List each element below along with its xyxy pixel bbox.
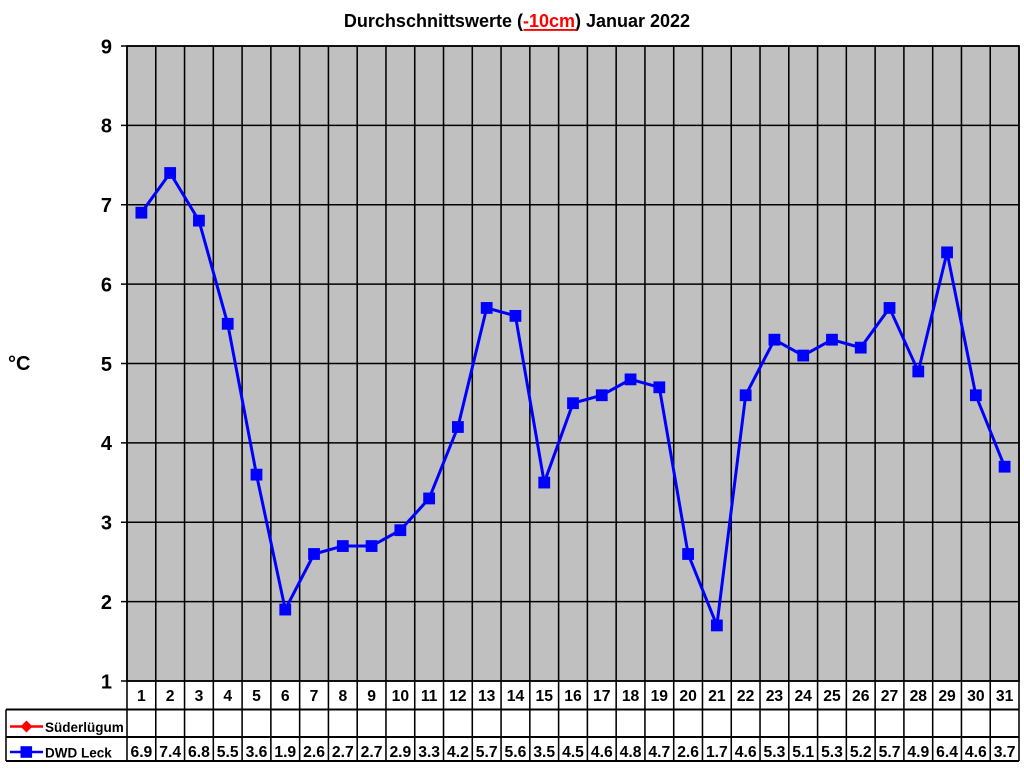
svg-text:5.5: 5.5 (217, 744, 239, 761)
svg-text:25: 25 (823, 688, 841, 705)
svg-text:15: 15 (536, 688, 554, 705)
svg-text:5.3: 5.3 (764, 744, 786, 761)
svg-text:2.6: 2.6 (303, 744, 325, 761)
svg-text:4.8: 4.8 (620, 744, 642, 761)
svg-text:4: 4 (223, 688, 232, 705)
svg-text:22: 22 (737, 688, 755, 705)
svg-text:4.6: 4.6 (591, 744, 613, 761)
svg-text:27: 27 (881, 688, 899, 705)
svg-text:2.6: 2.6 (677, 744, 699, 761)
svg-text:9: 9 (367, 688, 376, 705)
svg-text:7: 7 (310, 688, 319, 705)
svg-text:13: 13 (478, 688, 496, 705)
svg-text:3.5: 3.5 (533, 744, 555, 761)
svg-text:3.3: 3.3 (418, 744, 440, 761)
svg-text:2: 2 (166, 688, 175, 705)
svg-text:4.7: 4.7 (648, 744, 670, 761)
svg-text:5: 5 (252, 688, 261, 705)
svg-text:24: 24 (794, 688, 812, 705)
svg-text:6.9: 6.9 (130, 744, 152, 761)
svg-text:1: 1 (137, 688, 146, 705)
svg-text:10: 10 (392, 688, 410, 705)
svg-text:5.3: 5.3 (821, 744, 843, 761)
svg-text:5.7: 5.7 (879, 744, 901, 761)
svg-text:5.2: 5.2 (850, 744, 872, 761)
svg-text:3.6: 3.6 (246, 744, 268, 761)
svg-text:1.9: 1.9 (274, 744, 296, 761)
svg-text:DWD Leck: DWD Leck (45, 745, 112, 760)
svg-text:6: 6 (281, 688, 290, 705)
svg-text:18: 18 (622, 688, 640, 705)
svg-text:7: 7 (101, 195, 112, 217)
svg-text:5.7: 5.7 (476, 744, 498, 761)
svg-text:4.6: 4.6 (965, 744, 987, 761)
svg-text:8: 8 (101, 116, 112, 138)
svg-text:11: 11 (421, 688, 438, 705)
svg-text:28: 28 (910, 688, 928, 705)
svg-text:14: 14 (507, 688, 525, 705)
svg-text:3: 3 (195, 688, 204, 705)
svg-text:29: 29 (938, 688, 956, 705)
svg-text:4.2: 4.2 (447, 744, 469, 761)
svg-text:1: 1 (101, 671, 112, 693)
svg-text:5: 5 (101, 354, 112, 376)
svg-text:4.9: 4.9 (907, 744, 929, 761)
svg-text:6.8: 6.8 (188, 744, 210, 761)
svg-text:17: 17 (593, 688, 611, 705)
svg-text:2.9: 2.9 (389, 744, 411, 761)
svg-text:31: 31 (996, 688, 1014, 705)
svg-text:23: 23 (766, 688, 784, 705)
svg-text:19: 19 (651, 688, 669, 705)
svg-text:12: 12 (449, 688, 467, 705)
svg-text:3: 3 (101, 513, 112, 535)
svg-text:2: 2 (101, 592, 112, 614)
svg-text:4: 4 (101, 433, 113, 455)
svg-text:Durchschnittswerte (-10cm) Jan: Durchschnittswerte (-10cm) Januar 2022 (344, 11, 690, 31)
svg-text:16: 16 (564, 688, 582, 705)
svg-text:6: 6 (101, 274, 112, 296)
svg-text:4.6: 4.6 (735, 744, 757, 761)
svg-text:Süderlügum: Süderlügum (45, 720, 124, 735)
svg-text:5.1: 5.1 (792, 744, 814, 761)
svg-text:7.4: 7.4 (159, 744, 181, 761)
svg-text:8: 8 (338, 688, 347, 705)
svg-text:20: 20 (679, 688, 697, 705)
svg-text:°C: °C (8, 353, 30, 375)
svg-text:6.4: 6.4 (936, 744, 958, 761)
svg-text:26: 26 (852, 688, 870, 705)
svg-text:4.5: 4.5 (562, 744, 584, 761)
svg-text:30: 30 (967, 688, 985, 705)
svg-text:2.7: 2.7 (361, 744, 383, 761)
svg-text:9: 9 (101, 36, 112, 58)
svg-text:2.7: 2.7 (332, 744, 354, 761)
svg-text:21: 21 (708, 688, 726, 705)
svg-text:3.7: 3.7 (994, 744, 1016, 761)
svg-text:1.7: 1.7 (706, 744, 728, 761)
svg-text:5.6: 5.6 (505, 744, 527, 761)
